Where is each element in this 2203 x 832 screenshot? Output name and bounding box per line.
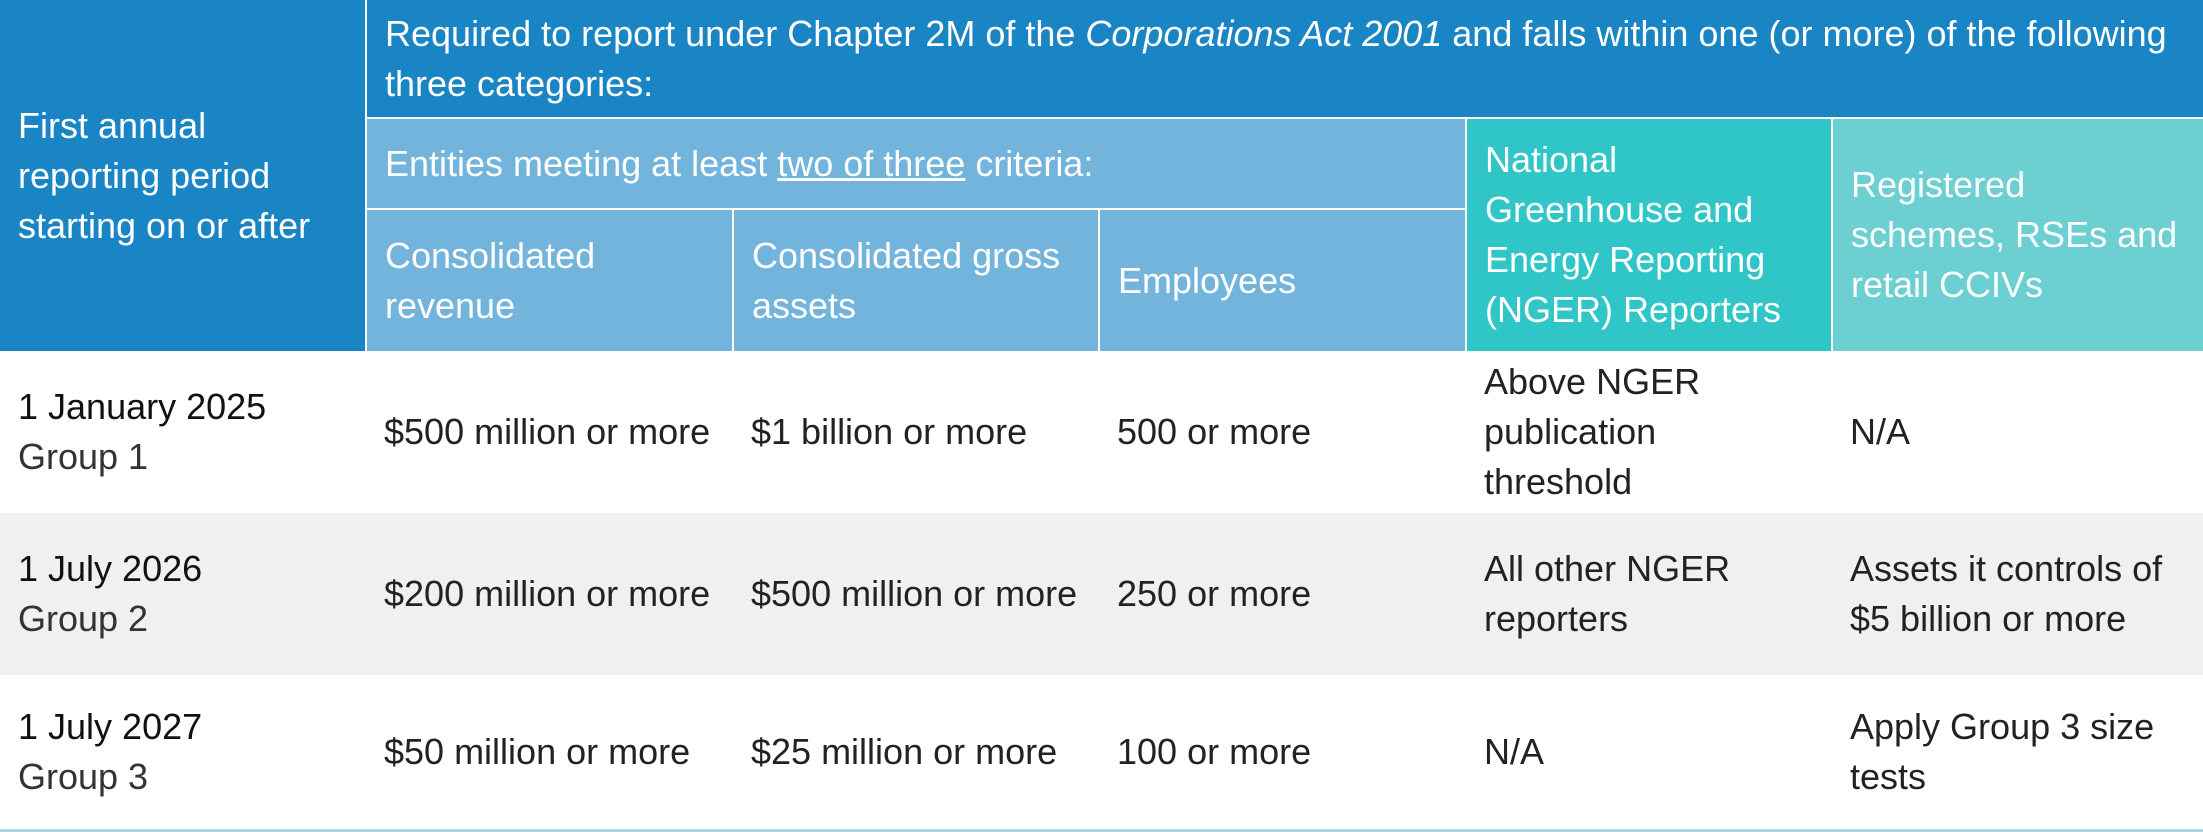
criteria-text-post: criteria: [965, 142, 1094, 184]
corporations-act-title: Corporations Act 2001 [1085, 12, 1443, 54]
schemes-cell: Assets it controls of $5 billion or more [1832, 513, 2203, 675]
header-row-1: First annual reporting period starting o… [0, 0, 2203, 351]
table-row: 1 January 2025 Group 1 $500 million or mo… [0, 351, 2203, 513]
employees-cell: 100 or more [1099, 675, 1466, 832]
assets-cell: $500 million or more [733, 513, 1099, 675]
period-cell: 1 January 2025 Group 1 [0, 351, 366, 513]
nger-cell: N/A [1466, 675, 1832, 832]
header-row-3: Consolidated revenue Consolidated gross … [0, 208, 2203, 351]
header-row-2: Entities meeting at least two of three c… [0, 117, 2203, 351]
required-text-pre: Required to report under Chapter 2M of t… [385, 12, 1086, 54]
required-text-post: and falls within one (or more) of the fo… [385, 12, 2167, 104]
period-cell: 1 July 2026 Group 2 [0, 513, 366, 675]
header-criteria: Entities meeting at least two of three c… [365, 117, 1466, 209]
period-cell: 1 July 2027 Group 3 [0, 675, 366, 832]
header-required-to-report: Required to report under Chapter 2M of t… [365, 0, 2203, 118]
revenue-cell: $500 million or more [366, 351, 733, 513]
table-row: 1 July 2027 Group 3 $50 million or more $… [0, 675, 2203, 832]
period-group: Group 2 [18, 598, 149, 639]
assets-cell: $1 billion or more [733, 351, 1099, 513]
period-group: Group 1 [18, 436, 149, 477]
revenue-cell: $50 million or more [366, 675, 733, 832]
criteria-text-pre: Entities meeting at least [385, 142, 778, 184]
header-employees: Employees [1098, 208, 1466, 351]
header-schemes: Registered schemes, RSEs and retail CCIV… [1831, 117, 2203, 351]
employees-cell: 250 or more [1099, 513, 1466, 675]
nger-cell: Above NGER publication threshold [1466, 351, 1832, 513]
nger-cell: All other NGER reporters [1466, 513, 1832, 675]
header-first-period: First annual reporting period starting o… [0, 0, 366, 351]
schemes-cell: Apply Group 3 size tests [1832, 675, 2203, 832]
employees-cell: 500 or more [1099, 351, 1466, 513]
criteria-underline: two of three [777, 142, 966, 184]
header-revenue: Consolidated revenue [365, 208, 733, 351]
assets-cell: $25 million or more [733, 675, 1099, 832]
table-row: 1 July 2026 Group 2 $200 million or more … [0, 513, 2203, 675]
revenue-cell: $200 million or more [366, 513, 733, 675]
header-assets: Consolidated gross assets [732, 208, 1099, 351]
period-group: Group 3 [18, 755, 149, 797]
period-date: 1 January 2025 [18, 386, 267, 427]
header-nger: National Greenhouse and Energy Reporting… [1465, 117, 1832, 351]
period-date: 1 July 2027 [18, 705, 203, 747]
period-date: 1 July 2026 [18, 548, 203, 589]
schemes-cell: N/A [1832, 351, 2203, 513]
